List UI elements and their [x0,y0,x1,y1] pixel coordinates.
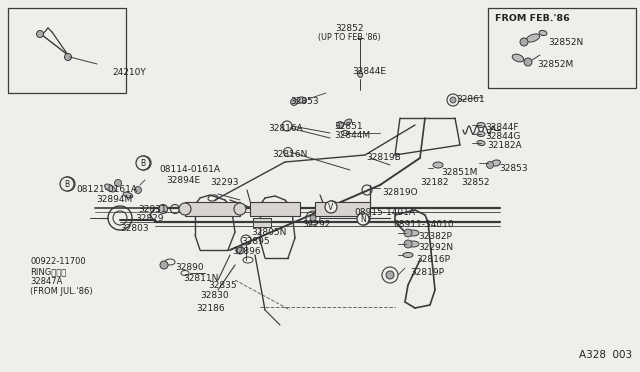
Text: 32847A: 32847A [30,277,62,286]
Text: 32852: 32852 [335,24,364,33]
Bar [185,202,240,216]
Text: 32853: 32853 [290,97,319,106]
Text: (UP TO FEB.'86): (UP TO FEB.'86) [318,33,381,42]
Bar [250,202,300,216]
Text: 32816A: 32816A [268,124,303,133]
Text: 32890: 32890 [175,263,204,272]
Bar [315,202,370,216]
Circle shape [115,180,122,186]
Text: 08915-1401A: 08915-1401A [354,208,415,217]
Text: 32851: 32851 [334,122,363,131]
Text: 32819O: 32819O [382,188,418,197]
Ellipse shape [357,71,363,77]
Circle shape [520,38,528,46]
Text: 32844M: 32844M [334,131,370,140]
Circle shape [65,54,72,61]
Text: 32819P: 32819P [410,268,444,277]
Circle shape [36,31,44,38]
Text: 24210Y: 24210Y [112,68,146,77]
Circle shape [524,58,532,66]
Ellipse shape [403,253,413,257]
Text: 32861: 32861 [456,95,484,104]
Circle shape [325,201,337,213]
Text: 08911-34010: 08911-34010 [393,220,454,229]
Text: B: B [140,158,145,167]
Text: 32805N: 32805N [251,228,286,237]
Text: 32830: 32830 [200,291,228,300]
Text: 32293: 32293 [210,178,239,187]
Text: 32894M: 32894M [96,195,132,204]
Ellipse shape [492,160,500,166]
Circle shape [337,122,344,128]
Circle shape [136,156,150,170]
Circle shape [291,99,298,106]
Circle shape [160,261,168,269]
Text: 32831: 32831 [138,205,166,214]
Text: 32852M: 32852M [537,60,573,69]
Circle shape [450,97,456,103]
Text: RINGリング: RINGリング [30,267,67,276]
Text: 32896: 32896 [232,247,260,256]
Text: A328  003: A328 003 [579,350,632,360]
Text: 32816N: 32816N [272,150,307,159]
Circle shape [179,203,191,215]
Text: 32182: 32182 [420,178,449,187]
Circle shape [404,229,412,237]
Text: 32851M: 32851M [441,168,477,177]
Text: 32852: 32852 [461,178,490,187]
Ellipse shape [477,141,485,145]
Text: 32894E: 32894E [166,176,200,185]
Ellipse shape [124,192,132,198]
Text: 32844F: 32844F [485,123,518,132]
Ellipse shape [526,34,540,42]
Text: 32803: 32803 [120,224,148,233]
Text: 08114-0161A: 08114-0161A [159,165,220,174]
Text: 32835: 32835 [208,281,237,290]
Text: 08121-0161A: 08121-0161A [76,185,137,194]
Circle shape [159,205,168,214]
Ellipse shape [344,119,352,125]
Text: 32292N: 32292N [418,243,453,252]
Text: 32895: 32895 [241,237,269,246]
Text: 32811N: 32811N [183,274,218,283]
Bar [488,8,636,88]
Text: 32819B: 32819B [366,153,401,162]
Text: FROM FEB.'86: FROM FEB.'86 [495,14,570,23]
Text: V: V [328,202,333,212]
Bar [253,218,271,227]
Text: 32182A: 32182A [487,141,522,150]
Text: 32829: 32829 [135,214,163,223]
Ellipse shape [539,31,547,36]
Circle shape [386,271,394,279]
Ellipse shape [104,184,115,192]
Ellipse shape [298,97,307,103]
Ellipse shape [477,122,485,128]
Bar [8,8,126,93]
Ellipse shape [433,162,443,168]
Circle shape [234,203,246,215]
Text: B: B [65,180,70,189]
Text: 32292: 32292 [302,220,330,229]
Text: 32852N: 32852N [548,38,583,47]
Text: 32853: 32853 [499,164,527,173]
Text: 32844E: 32844E [352,67,386,76]
Text: 32816P: 32816P [416,255,450,264]
Circle shape [357,213,369,225]
Ellipse shape [407,241,419,247]
Text: N: N [360,215,366,224]
Text: 32844G: 32844G [485,132,520,141]
Circle shape [134,186,141,193]
Circle shape [60,177,74,191]
Text: 00922-11700: 00922-11700 [30,257,86,266]
Circle shape [236,246,244,254]
Circle shape [486,161,493,169]
Text: 32382P: 32382P [418,232,452,241]
Circle shape [310,215,316,221]
Text: (FROM JUL.'86): (FROM JUL.'86) [30,287,93,296]
Text: 32186: 32186 [196,304,225,313]
Circle shape [404,240,412,248]
Ellipse shape [512,54,524,62]
Ellipse shape [477,131,485,137]
Ellipse shape [407,230,419,236]
